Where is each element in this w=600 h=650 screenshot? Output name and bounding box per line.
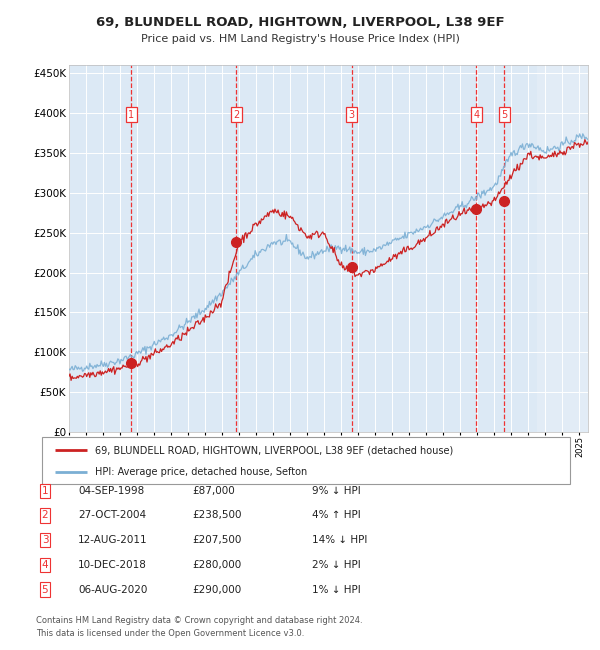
Text: £290,000: £290,000: [192, 584, 241, 595]
Text: 12-AUG-2011: 12-AUG-2011: [78, 535, 148, 545]
Text: 2: 2: [233, 110, 239, 120]
Text: 2% ↓ HPI: 2% ↓ HPI: [312, 560, 361, 570]
Text: 1: 1: [128, 110, 134, 120]
Text: 4: 4: [41, 560, 49, 570]
Text: 10-DEC-2018: 10-DEC-2018: [78, 560, 147, 570]
Text: 69, BLUNDELL ROAD, HIGHTOWN, LIVERPOOL, L38 9EF (detached house): 69, BLUNDELL ROAD, HIGHTOWN, LIVERPOOL, …: [95, 445, 453, 455]
Text: 3: 3: [349, 110, 355, 120]
Text: £280,000: £280,000: [192, 560, 241, 570]
Text: This data is licensed under the Open Government Licence v3.0.: This data is licensed under the Open Gov…: [36, 629, 304, 638]
Text: 1: 1: [41, 486, 49, 496]
FancyBboxPatch shape: [42, 437, 570, 484]
Text: HPI: Average price, detached house, Sefton: HPI: Average price, detached house, Seft…: [95, 467, 307, 476]
Polygon shape: [537, 65, 588, 432]
Text: Price paid vs. HM Land Registry's House Price Index (HPI): Price paid vs. HM Land Registry's House …: [140, 34, 460, 44]
Text: £238,500: £238,500: [192, 510, 241, 521]
Text: 5: 5: [41, 584, 49, 595]
Text: 3: 3: [41, 535, 49, 545]
Text: £87,000: £87,000: [192, 486, 235, 496]
Text: 27-OCT-2004: 27-OCT-2004: [78, 510, 146, 521]
Text: 5: 5: [502, 110, 508, 120]
Text: 4% ↑ HPI: 4% ↑ HPI: [312, 510, 361, 521]
Text: 2: 2: [41, 510, 49, 521]
Text: £207,500: £207,500: [192, 535, 241, 545]
Text: 69, BLUNDELL ROAD, HIGHTOWN, LIVERPOOL, L38 9EF: 69, BLUNDELL ROAD, HIGHTOWN, LIVERPOOL, …: [95, 16, 505, 29]
Text: 9% ↓ HPI: 9% ↓ HPI: [312, 486, 361, 496]
Text: 04-SEP-1998: 04-SEP-1998: [78, 486, 144, 496]
Text: 06-AUG-2020: 06-AUG-2020: [78, 584, 148, 595]
Text: 4: 4: [473, 110, 479, 120]
Text: Contains HM Land Registry data © Crown copyright and database right 2024.: Contains HM Land Registry data © Crown c…: [36, 616, 362, 625]
Text: 1% ↓ HPI: 1% ↓ HPI: [312, 584, 361, 595]
Text: 14% ↓ HPI: 14% ↓ HPI: [312, 535, 367, 545]
